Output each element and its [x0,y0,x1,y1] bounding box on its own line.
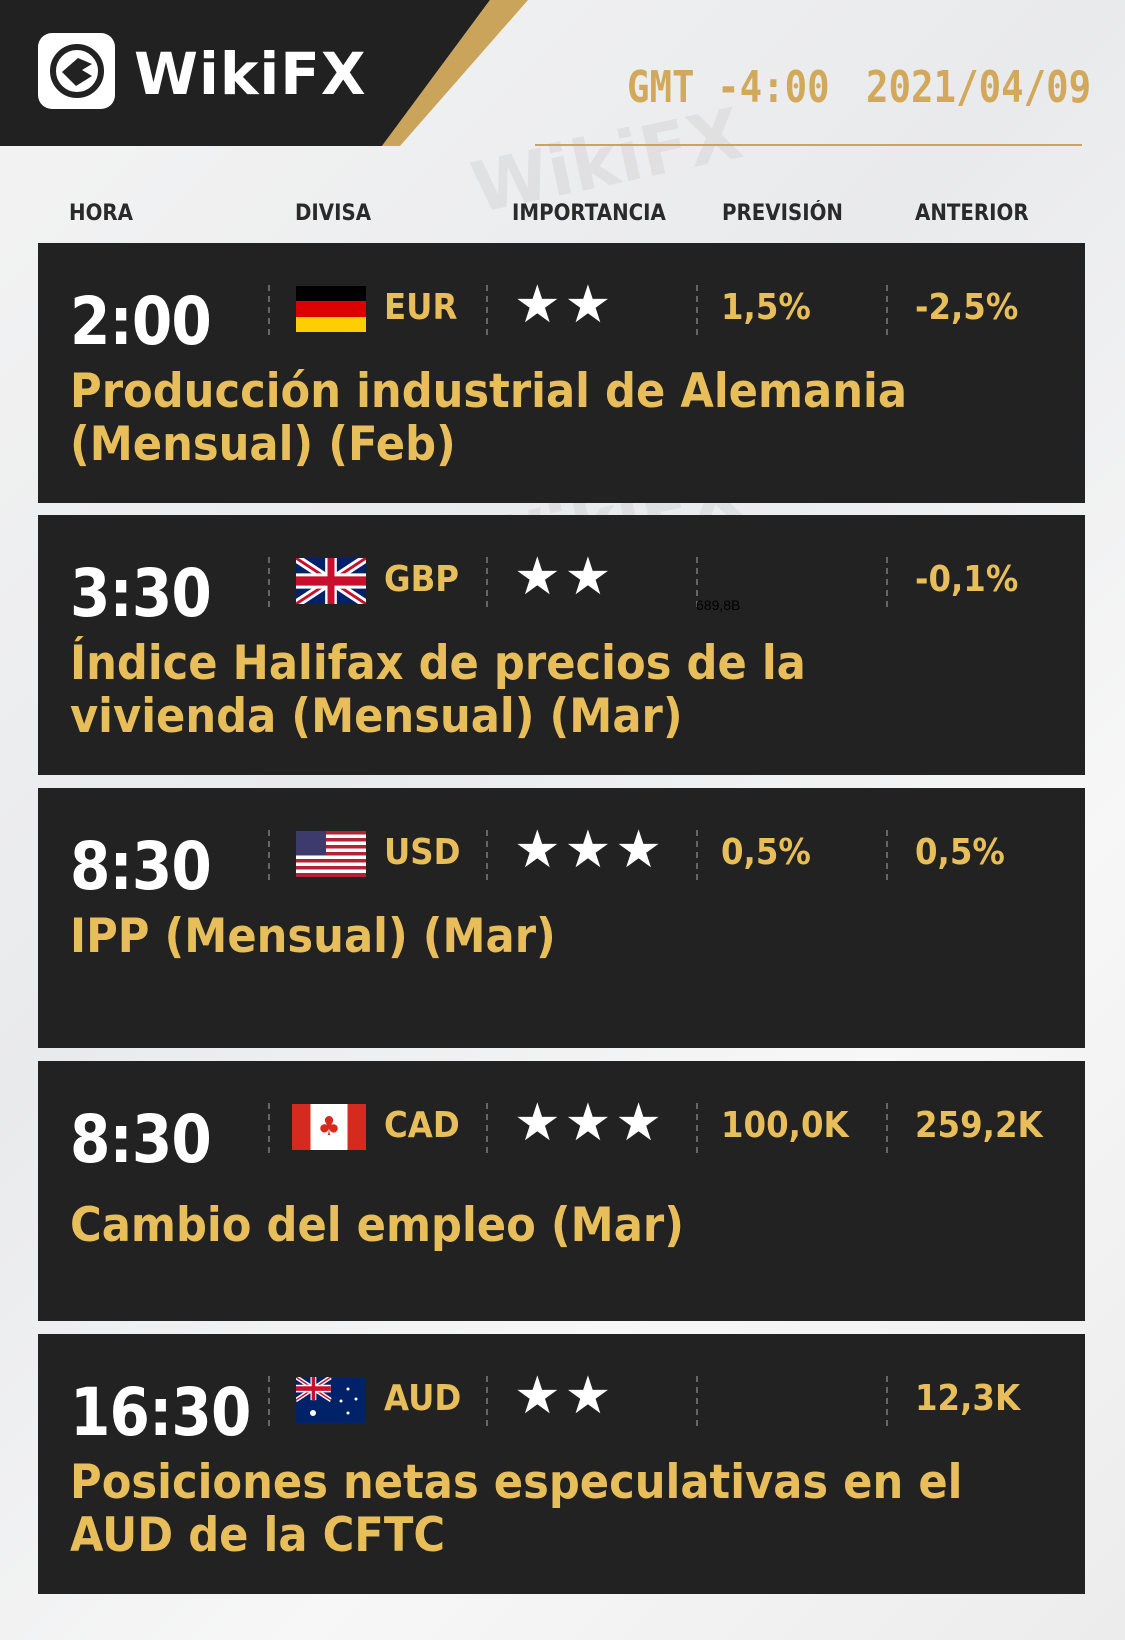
event-time: 8:30 [70,1101,212,1178]
currency: EUR [384,287,458,328]
column-divider [696,1103,698,1153]
column-divider [486,1376,488,1426]
previous: -2,5% [915,287,1019,328]
column-hora: HORA [69,201,133,226]
event-row: 16:30 AUD ★★ 12,3K Posiciones netas espe… [38,1334,1085,1594]
column-divider [268,1103,270,1153]
column-divider [268,557,270,607]
previous: -0,1% [915,559,1019,600]
column-divider [268,1376,270,1426]
column-divider [696,1376,698,1426]
column-divider [886,285,888,335]
column-divider [696,830,698,880]
wikifx-logo-icon [38,33,115,109]
importance-stars: ★★★ [514,820,666,880]
column-divider [696,557,698,607]
column-divider [486,830,488,880]
column-divider [268,285,270,335]
date: 2021/04/09 [866,62,1092,113]
column-divisa: DIVISA [295,201,372,226]
event-title: Posiciones netas especulativas en el AUD… [70,1455,963,1563]
germany-flag-icon [296,286,366,332]
importance-stars: ★★ [514,275,616,335]
event-row: 8:30 ♣ CAD ★★★ 100,0K 259,2K Cambio del … [38,1061,1085,1321]
column-divider [486,1103,488,1153]
currency: USD [384,832,461,873]
event-title: IPP (Mensual) (Mar) [70,909,556,964]
previous: 0,5% [915,832,1005,873]
event-row: 3:30 GBP ★★ 689,8B -0,1% Índice Halifax … [38,515,1085,775]
event-row: 8:30 USD ★★★ 0,5% 0,5% IPP (Mensual) (Ma… [38,788,1085,1048]
column-divider [886,830,888,880]
forecast: 0,5% [721,832,811,873]
importance-stars: ★★ [514,547,616,607]
column-divider [486,557,488,607]
uk-flag-icon [296,558,366,604]
forecast: 1,5% [721,287,811,328]
column-anterior: ANTERIOR [915,201,1029,226]
australia-flag-icon [296,1377,366,1423]
stray-value: 689,8B [696,597,741,613]
canada-flag-icon: ♣ [292,1104,366,1150]
forecast: 100,0K [721,1105,849,1146]
event-title: Índice Halifax de precios de la vivienda… [70,636,806,744]
importance-stars: ★★★ [514,1093,666,1153]
previous: 259,2K [915,1105,1043,1146]
event-title: Cambio del empleo (Mar) [70,1198,684,1253]
previous: 12,3K [915,1378,1021,1419]
us-flag-icon [296,831,366,877]
column-divider [696,285,698,335]
importance-stars: ★★ [514,1366,616,1426]
event-row: 2:00 EUR ★★ 1,5% -2,5% Producción indust… [38,243,1085,503]
event-time: 8:30 [70,828,212,905]
column-divider [486,285,488,335]
column-divider [886,1376,888,1426]
brand-name: WikiFX [134,40,367,108]
currency: AUD [384,1378,462,1419]
column-divider [886,557,888,607]
currency: GBP [384,559,460,600]
currency: CAD [384,1105,460,1146]
event-time: 2:00 [70,283,212,360]
event-title: Producción industrial de Alemania (Mensu… [70,364,907,472]
event-time: 16:30 [70,1374,251,1451]
column-divider [268,830,270,880]
column-importancia: IMPORTANCIA [512,201,666,226]
column-prevision: PREVISIÓN [722,201,844,226]
event-time: 3:30 [70,555,212,632]
column-divider [886,1103,888,1153]
divider [535,144,1082,146]
timezone: GMT -4:00 [627,62,830,113]
